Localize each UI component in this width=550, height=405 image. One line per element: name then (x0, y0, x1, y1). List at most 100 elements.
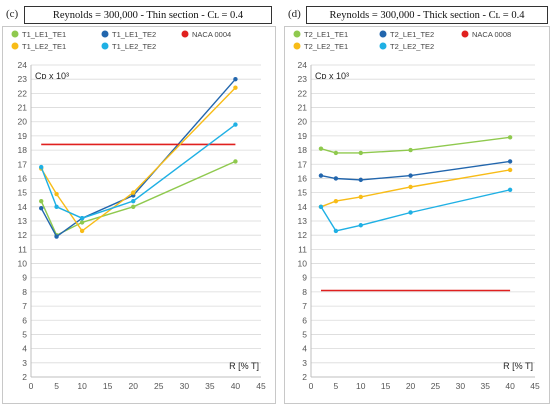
legend-label: T2_LE1_TE1 (304, 30, 348, 39)
data-point (54, 234, 59, 239)
data-point (233, 85, 238, 90)
y-tick-label: 2 (22, 372, 27, 382)
y-tick-label: 9 (302, 273, 307, 283)
y-tick-label: 12 (18, 230, 28, 240)
data-point (233, 76, 238, 82)
y-tick-label: 9 (22, 273, 27, 283)
y-tick-label: 20 (298, 117, 308, 127)
data-point (318, 146, 324, 151)
legend-swatch (101, 42, 109, 50)
y-tick-label: 17 (298, 159, 308, 169)
legend-label: T1_LE2_TE1 (22, 42, 66, 51)
data-point (333, 176, 339, 181)
data-point (79, 215, 85, 221)
data-point (39, 206, 44, 211)
data-point (318, 173, 324, 178)
legend-swatch (181, 30, 189, 38)
chart-title: Reynolds = 300,000 - Thick section - Cʟ … (306, 6, 548, 24)
series-line (320, 189, 511, 232)
x-tick-label: 10 (77, 381, 87, 391)
legend-swatch (461, 30, 469, 38)
data-point (507, 159, 513, 164)
data-point (408, 184, 413, 190)
x-tick-label: 35 (480, 381, 490, 391)
data-point (507, 167, 513, 173)
x-axis-label: R [% T] (229, 361, 259, 371)
legend-swatch (379, 42, 387, 50)
legend-label: T1_LE2_TE2 (112, 42, 156, 51)
x-tick-label: 5 (54, 381, 59, 391)
y-tick-label: 10 (298, 259, 308, 269)
data-point (358, 223, 363, 228)
y-tick-label: 3 (302, 358, 307, 368)
y-tick-label: 2 (302, 372, 307, 382)
chart-panel-c: (c) Reynolds = 300,000 - Thin section - … (2, 6, 276, 404)
y-tick-label: 16 (18, 173, 28, 183)
x-tick-label: 30 (180, 381, 190, 391)
data-point (79, 220, 85, 225)
data-point (507, 135, 513, 140)
y-tick-label: 11 (298, 244, 307, 254)
legend-label: NACA 0008 (472, 30, 511, 39)
x-tick-label: 15 (381, 381, 391, 391)
y-tick-label: 8 (302, 287, 307, 297)
data-point (358, 150, 363, 156)
data-point (408, 147, 413, 153)
legend-label: T1_LE1_TE1 (22, 30, 66, 39)
data-point (233, 122, 238, 127)
series-line (40, 87, 236, 232)
y-tick-label: 6 (302, 315, 307, 325)
data-point (318, 204, 324, 210)
x-tick-label: 20 (128, 381, 138, 391)
series-line (40, 160, 236, 237)
legend-swatch (101, 30, 109, 38)
x-tick-label: 15 (103, 381, 113, 391)
y-tick-label: 6 (22, 315, 27, 325)
data-point (39, 164, 44, 170)
y-tick-label: 13 (18, 216, 28, 226)
y-tick-label: 14 (298, 202, 308, 212)
data-point (131, 190, 136, 195)
y-tick-label: 4 (22, 344, 27, 354)
y-tick-label: 19 (18, 131, 28, 141)
x-tick-label: 40 (505, 381, 515, 391)
x-tick-label: 5 (334, 381, 339, 391)
panel-tag: (c) (6, 8, 19, 20)
y-tick-label: 24 (18, 60, 28, 70)
y-tick-label: 23 (18, 74, 28, 84)
y-tick-label: 16 (298, 173, 308, 183)
chart-title: Reynolds = 300,000 - Thin section - Cʟ =… (24, 6, 272, 24)
y-tick-label: 24 (298, 60, 308, 70)
y-tick-label: 18 (298, 145, 308, 155)
data-point (358, 194, 363, 200)
data-point (507, 187, 513, 192)
x-tick-label: 0 (309, 381, 314, 391)
y-tick-label: 11 (18, 244, 27, 254)
y-tick-label: 12 (298, 230, 308, 240)
x-tick-label: 25 (154, 381, 164, 391)
x-tick-label: 25 (431, 381, 441, 391)
y-tick-label: 22 (18, 88, 28, 98)
y-axis-label: Cᴅ x 10³ (35, 71, 69, 81)
legend-swatch (11, 30, 19, 38)
data-point (233, 159, 238, 164)
y-tick-label: 21 (18, 103, 28, 113)
y-tick-label: 21 (298, 103, 308, 113)
x-tick-label: 10 (356, 381, 366, 391)
x-tick-label: 30 (456, 381, 466, 391)
legend-label: NACA 0004 (192, 30, 231, 39)
x-axis-label: R [% T] (503, 361, 533, 371)
legend-swatch (293, 42, 301, 50)
y-tick-label: 13 (298, 216, 308, 226)
x-tick-label: 0 (29, 381, 34, 391)
y-tick-label: 8 (22, 287, 27, 297)
data-point (79, 228, 85, 234)
x-tick-label: 45 (530, 381, 540, 391)
data-point (358, 177, 363, 183)
panel-tag: (d) (288, 8, 301, 20)
y-tick-label: 7 (302, 301, 307, 311)
y-tick-label: 17 (18, 159, 28, 169)
legend-label: T2_LE1_TE2 (390, 30, 434, 39)
y-tick-label: 15 (298, 188, 308, 198)
